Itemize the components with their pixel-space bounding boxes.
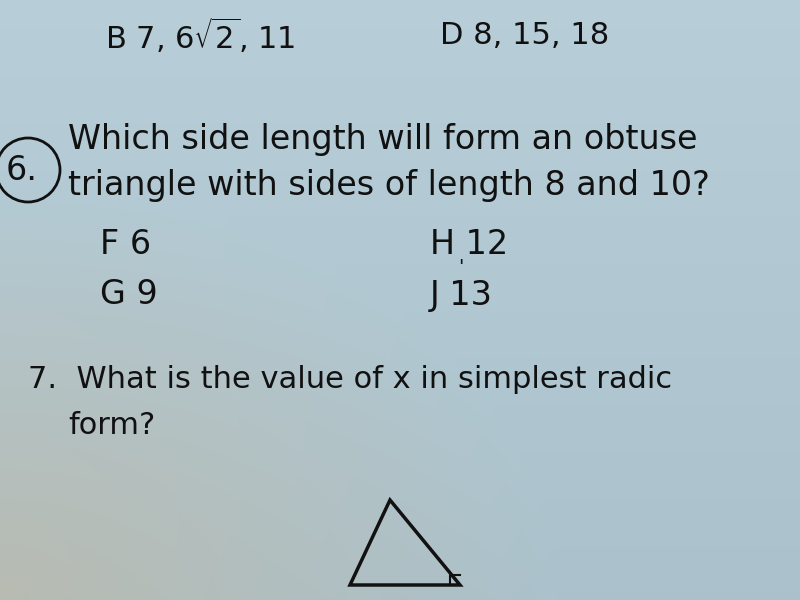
Text: D 8, 15, 18: D 8, 15, 18 — [440, 20, 610, 49]
Text: H 12: H 12 — [430, 229, 508, 262]
Text: G 9: G 9 — [100, 278, 158, 311]
Text: J 13: J 13 — [430, 278, 493, 311]
Text: 7.  What is the value of x in simplest radic: 7. What is the value of x in simplest ra… — [28, 365, 672, 395]
Text: form?: form? — [68, 410, 155, 439]
Text: B 7, 6$\sqrt{2}$, 11: B 7, 6$\sqrt{2}$, 11 — [105, 15, 295, 55]
Text: ': ' — [458, 257, 463, 277]
Text: triangle with sides of length 8 and 10?: triangle with sides of length 8 and 10? — [68, 169, 710, 202]
Text: 6.: 6. — [6, 154, 38, 187]
Text: Which side length will form an obtuse: Which side length will form an obtuse — [68, 124, 698, 157]
Text: F 6: F 6 — [100, 229, 151, 262]
